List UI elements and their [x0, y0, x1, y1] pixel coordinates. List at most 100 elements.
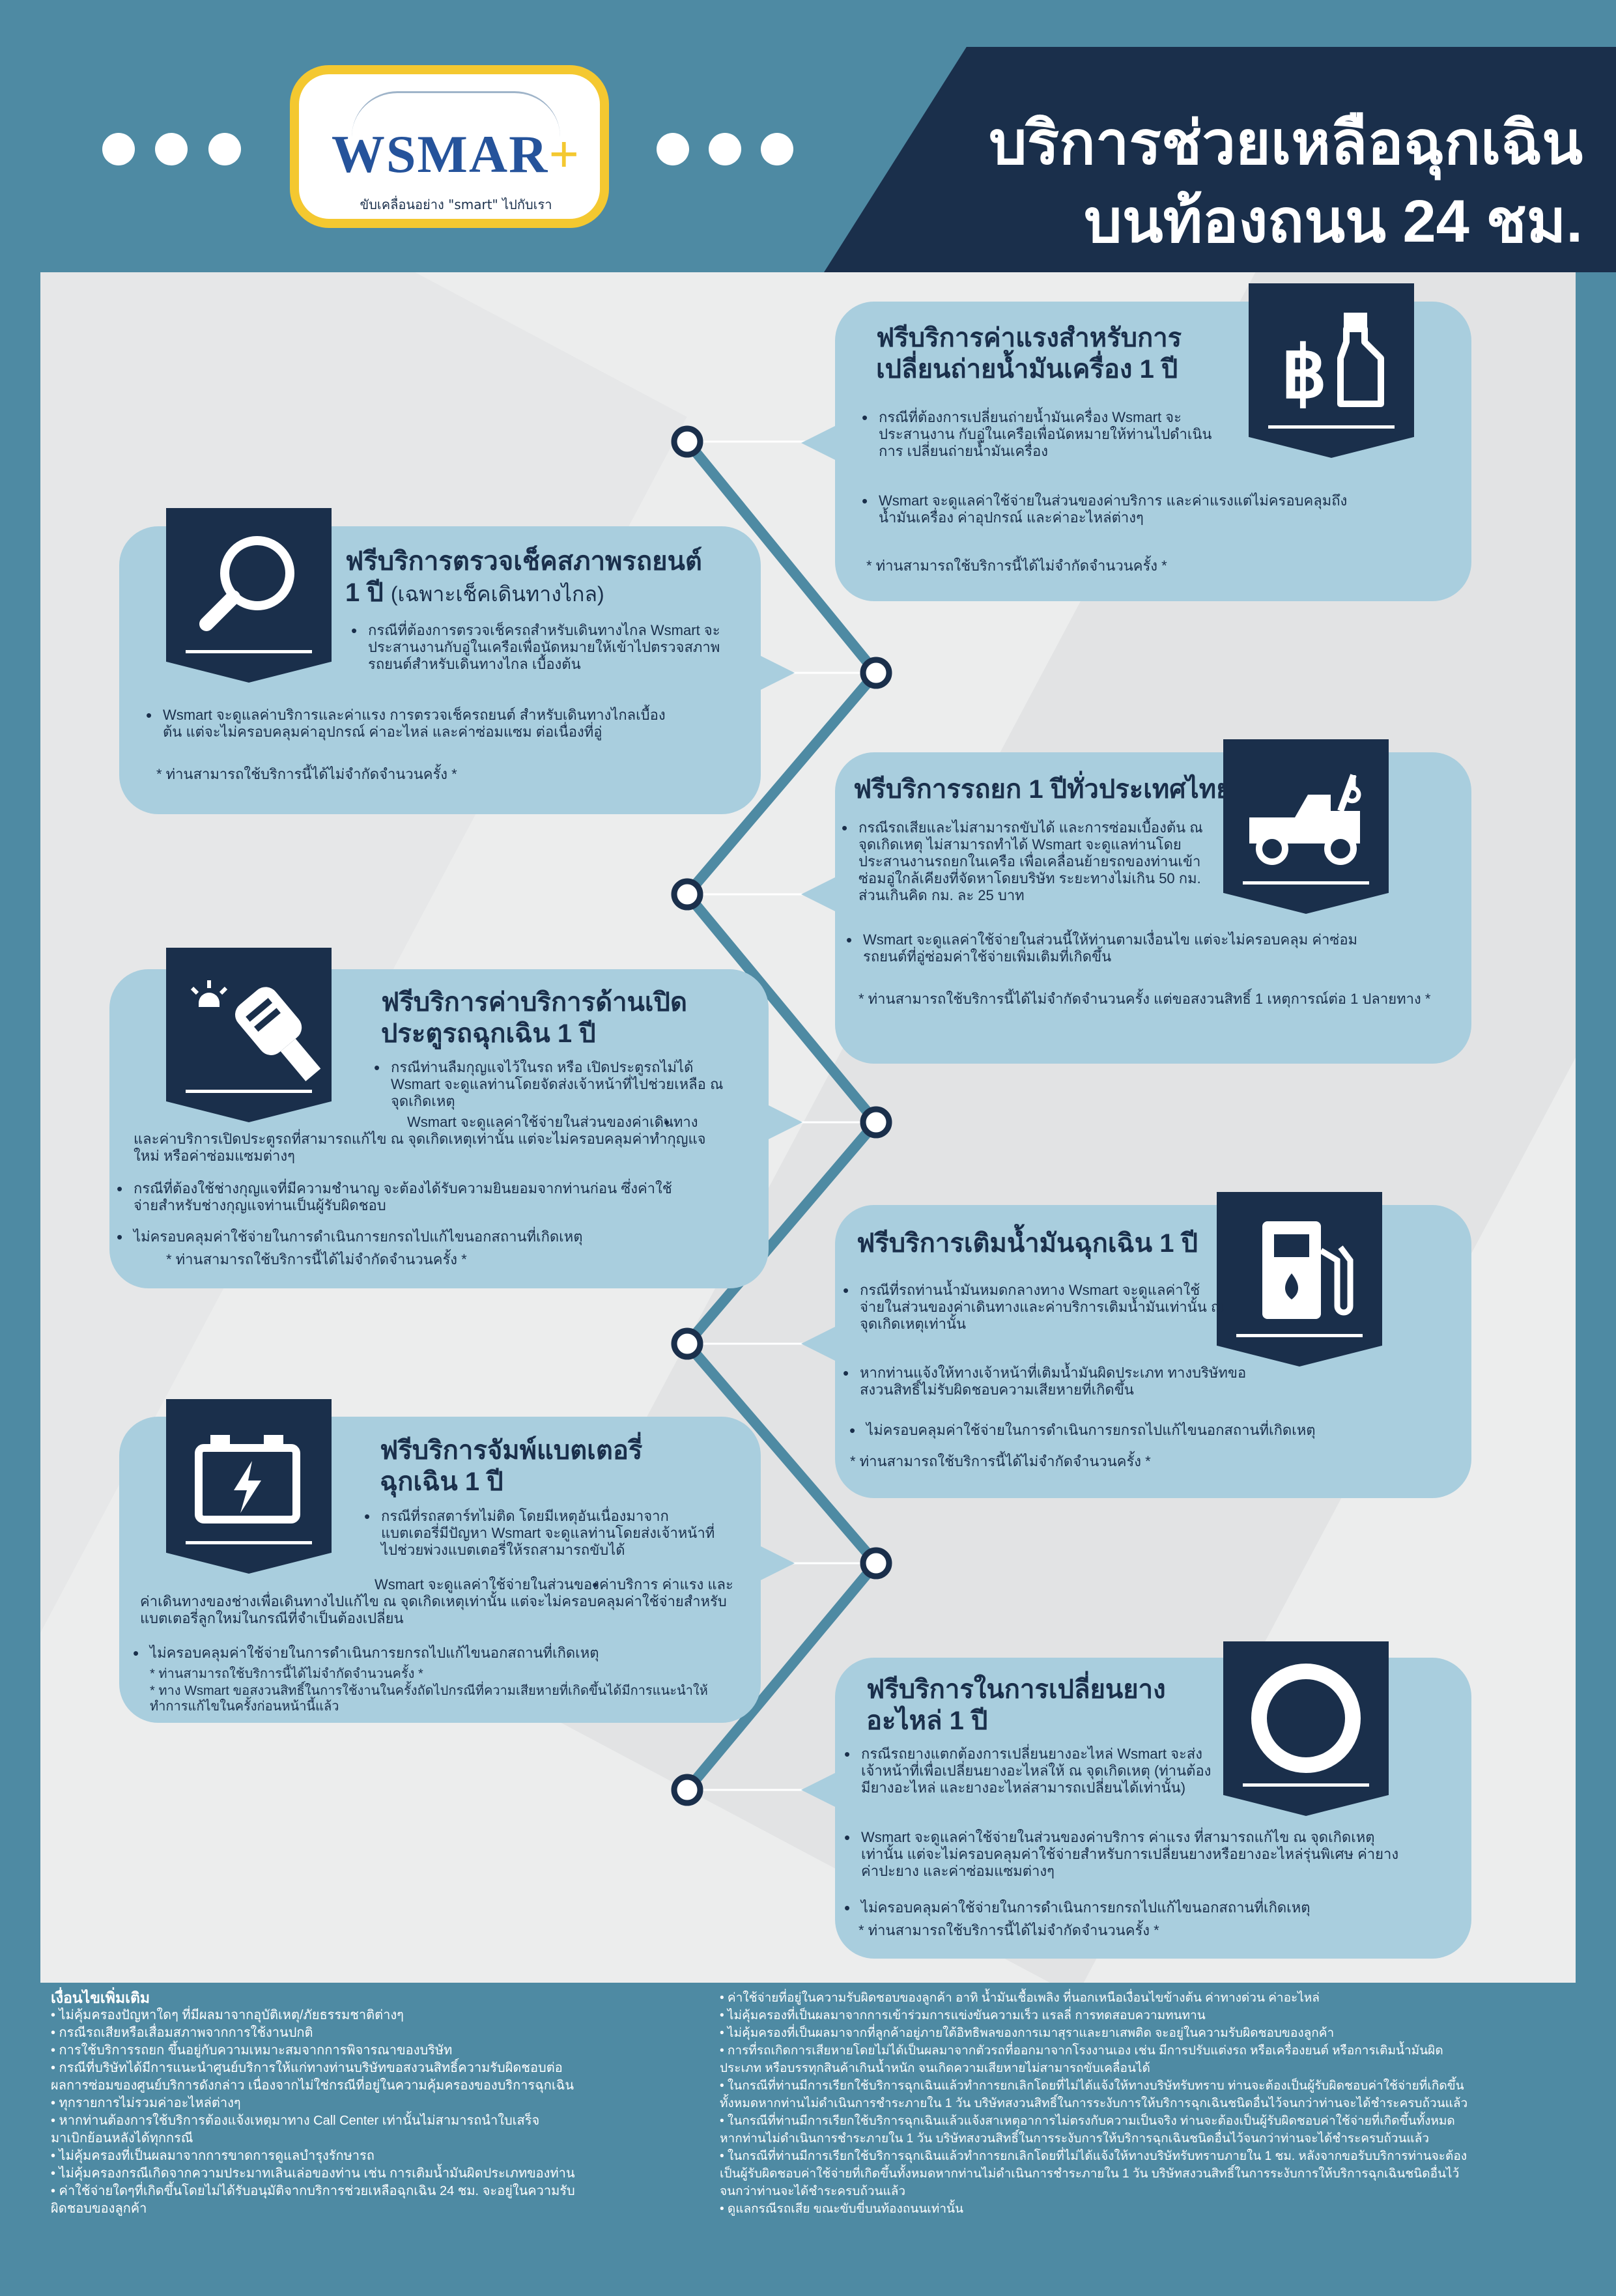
icon-underline — [1236, 1334, 1363, 1337]
footer-item: • ไม่คุ้มครองที่เป็นผลมาจากการเข้าร่วมกา… — [720, 2009, 1206, 2022]
footer-item: • กรณีที่บริษัทได้มีการแนะนำศูนย์บริการใ… — [51, 2061, 563, 2075]
timeline-node — [671, 1774, 703, 1806]
title-line: เปลี่ยนถ่ายน้ำมันเครื่อง 1 ปี — [876, 355, 1178, 384]
footer-item: • หากท่านต้องการใช้บริการต้องแจ้งเหตุมาท… — [51, 2114, 540, 2128]
fuel-bullet: กรณีที่รถท่านน้ำมันหมดกลางทาง Wsmart จะด… — [843, 1282, 1225, 1333]
title-line: ฟรีบริการค่าแรงสำหรับการ — [876, 324, 1182, 352]
footer-item: • ไม่คุ้มครองที่เป็นผลมาจากการขาดการดูแล… — [51, 2149, 375, 2163]
tow-bullet: Wsmart จะดูแลค่าใช้จ่ายในส่วนนี้ให้ท่านต… — [846, 931, 1384, 965]
baht-oil-bottle-icon: ฿ — [1281, 313, 1384, 413]
tow-bullet: กรณีรถเสียและไม่สามารถขับได้ และการซ่อมเ… — [842, 819, 1210, 904]
title-line: ฉุกเฉิน 1 ปี — [380, 1467, 503, 1496]
svg-text:฿: ฿ — [1281, 333, 1327, 413]
footer-item: • ไม่คุ้มครองปัญหาใดๆ ที่มีผลมาจากอุบัติ… — [51, 2008, 404, 2022]
fuel-bullet: ไม่ครอบคลุมค่าใช้จ่ายในการดำเนินการยกรถไ… — [849, 1422, 1400, 1439]
title-line: ฟรีบริการค่าบริการด้านเปิด — [381, 988, 687, 1017]
oil-change-title: ฟรีบริการค่าแรงสำหรับการ เปลี่ยนถ่ายน้ำม… — [876, 322, 1241, 385]
battery-bullet: ไม่ครอบคลุมค่าใช้จ่ายในการดำเนินการยกรถไ… — [133, 1645, 710, 1662]
decor-dot — [709, 133, 741, 165]
tire-title: ฟรีบริการในการเปลี่ยนยาง อะไหล่ 1 ปี — [866, 1674, 1231, 1736]
fuel-bullet: หากท่านแจ้งให้ทางเจ้าหน้าที่เติมน้ำมันผิ… — [843, 1365, 1277, 1398]
card-pointer — [756, 653, 795, 692]
footer-item: • ในกรณีที่ท่านมีการเรียกใช้บริการฉุกเฉิ… — [720, 2114, 1455, 2128]
battery-note-2: * ทาง Wsmart ขอสงวนสิทธิ์ในการใช้งานในคร… — [150, 1684, 708, 1714]
title-line: ฟรีบริการตรวจเช็คสภาพรถยนต์ — [345, 547, 702, 576]
timeline-node — [671, 425, 703, 458]
door-open-bullet: Wsmart จะดูแลค่าใช้จ่ายในส่วนของค่าเดินท… — [134, 1114, 720, 1165]
title-sub: (เฉพาะเช็คเดินทางไกล) — [390, 582, 604, 606]
title-line-1: บริการช่วยเหลือฉุกเฉิน — [989, 110, 1583, 177]
inspection-bullet: Wsmart จะดูแลค่าบริการและค่าแรง การตรวจเ… — [146, 707, 671, 741]
decor-dot — [657, 133, 689, 165]
inspection-title: ฟรีบริการตรวจเช็คสภาพรถยนต์ 1 ปี (เฉพาะเ… — [345, 546, 749, 610]
footer-conditions-right: • ค่าใช้จ่ายที่อยู่ในความรับผิดชอบของลูก… — [720, 1990, 1586, 2218]
icon-underline — [1268, 425, 1395, 429]
logo-brand: WSMAR — [331, 124, 549, 184]
tow-icon-tab — [1223, 739, 1389, 914]
decor-dot — [102, 133, 135, 165]
door-open-bullet: ไม่ครอบคลุมค่าใช้จ่ายในการดำเนินการยกรถไ… — [117, 1228, 694, 1245]
card-pointer — [756, 1544, 795, 1583]
door-open-bullet: กรณีท่านลืมกุญแจไว้ในรถ หรือ เปิดประตูรถ… — [374, 1059, 730, 1110]
magnifier-icon — [199, 536, 294, 631]
footer-item: • กรณีรถเสียหรือเสื่อมสภาพจากการใช้งานปก… — [51, 2026, 313, 2040]
footer-item: • ดูแลกรณีรถเสีย ขณะขับขี่บนท้องถนนเท่าน… — [720, 2202, 963, 2216]
icon-underline — [1243, 1783, 1369, 1787]
footer-item: จนกว่าท่านจะได้ชำระครบถ้วนแล้ว — [720, 2185, 906, 2198]
footer-item: • ในกรณีที่ท่านมีการเรียกใช้บริการฉุกเฉิ… — [720, 2079, 1464, 2093]
timeline-node — [860, 657, 892, 689]
footer-item: • ค่าใช้จ่ายที่อยู่ในความรับผิดชอบของลูก… — [720, 1991, 1320, 2005]
tire-icon — [1251, 1664, 1361, 1773]
footer-item: มาเบิกย้อนหลังได้ทุกกรณี — [51, 2131, 193, 2146]
oil-change-icon-tab: ฿ — [1249, 283, 1414, 458]
tow-note: * ท่านสามารถใช้บริการนี้ได้ไม่จำกัดจำนวน… — [858, 991, 1431, 1007]
door-open-bullet: กรณีที่ต้องใช้ช่างกุญแจที่มีความชำนาญ จะ… — [117, 1180, 694, 1214]
title-line: อะไหล่ 1 ปี — [866, 1707, 988, 1735]
inspection-icon-tab — [166, 508, 332, 683]
card-pointer — [763, 1103, 802, 1142]
decor-dot — [208, 133, 241, 165]
title-line-2: บนท้องถนน 24 ชม. — [1084, 188, 1583, 255]
icon-underline — [186, 1541, 312, 1544]
fuel-note: * ท่านสามารถใช้บริการนี้ได้ไม่จำกัดจำนวน… — [850, 1453, 1151, 1469]
footer-item: • ในกรณีที่ท่านมีการเรียกใช้บริการฉุกเฉิ… — [720, 2149, 1467, 2163]
footer-item: ผิดชอบของลูกค้า — [51, 2202, 147, 2216]
icon-underline — [186, 650, 312, 653]
door-open-title: ฟรีบริการค่าบริการด้านเปิด ประตูรถฉุกเฉิ… — [381, 987, 746, 1049]
footer-item: ประเภท หรือบรรทุกสินค้าเกินน้ำหนัก จนเกิ… — [720, 2062, 1150, 2075]
footer-item: • ไม่คุ้มครองกรณีเกิดจากความประมาทเลินเล… — [51, 2166, 575, 2181]
battery-bullet: Wsmart จะดูแลค่าใช้จ่ายในส่วนของค่าบริกา… — [140, 1576, 746, 1627]
decor-dot — [761, 133, 793, 165]
fuel-pump-icon — [1262, 1221, 1354, 1319]
battery-bullet: กรณีที่รถสตาร์ทไม่ติด โดยมีเหตุอันเนื่อง… — [364, 1508, 720, 1559]
door-open-icon-tab — [166, 948, 332, 1122]
card-pointer — [801, 423, 840, 462]
inspection-bullet: กรณีที่ต้องการตรวจเช็ครถสำหรับเดินทางไกล… — [351, 622, 733, 673]
battery-note: * ท่านสามารถใช้บริการนี้ได้ไม่จำกัดจำนวน… — [150, 1667, 423, 1681]
battery-icon-tab — [166, 1399, 332, 1574]
card-pointer — [801, 1770, 840, 1809]
battery-title: ฟรีบริการจัมพ์แบตเตอรี่ ฉุกเฉิน 1 ปี — [380, 1435, 744, 1497]
tire-icon-tab — [1223, 1641, 1389, 1816]
footer-heading: เงื่อนไขเพิ่มเติม — [51, 1989, 150, 2006]
card-pointer — [801, 875, 840, 914]
footer-item: ทั้งหมดหากท่านไม่ดำเนินการชำระภายใน 1 วั… — [720, 2097, 1468, 2110]
footer-item: • การที่รถเกิดการเสียหายโดยไม่ได้เป็นผลม… — [720, 2044, 1443, 2058]
footer-item: • การใช้บริการรถยก ขึ้นอยู่กับความเหมาะส… — [51, 2043, 453, 2058]
door-open-note: * ท่านสามารถใช้บริการนี้ได้ไม่จำกัดจำนวน… — [166, 1251, 467, 1268]
footer-item: • ไม่คุ้มครองที่เป็นผลมาจากที่ลูกค้าอยู่… — [720, 2026, 1335, 2040]
title-line: ฟรีบริการในการเปลี่ยนยาง — [866, 1675, 1166, 1704]
tire-bullet: กรณีรถยางแตกต้องการเปลี่ยนยางอะไหล่ Wsma… — [844, 1746, 1219, 1796]
footer-item: • ทุกรายการไม่รวมค่าอะไหล่ต่างๆ — [51, 2096, 241, 2110]
title-line: ฟรีบริการจัมพ์แบตเตอรี่ — [380, 1436, 643, 1465]
decor-dot — [155, 133, 188, 165]
timeline-node — [860, 1106, 892, 1139]
timeline-node — [671, 1327, 703, 1360]
card-pointer — [801, 1324, 840, 1363]
title-line: ประตูรถฉุกเฉิน 1 ปี — [381, 1019, 596, 1048]
fuel-title: ฟรีบริการเติมน้ำมันฉุกเฉิน 1 ปี — [857, 1229, 1198, 1258]
footer-conditions-left: เงื่อนไขเพิ่มเติม • ไม่คุ้มครองปัญหาใดๆ … — [51, 1990, 715, 2218]
oil-change-bullet: กรณีที่ต้องการเปลี่ยนถ่ายน้ำมันเครื่อง W… — [862, 409, 1224, 460]
header-band — [824, 47, 1616, 272]
